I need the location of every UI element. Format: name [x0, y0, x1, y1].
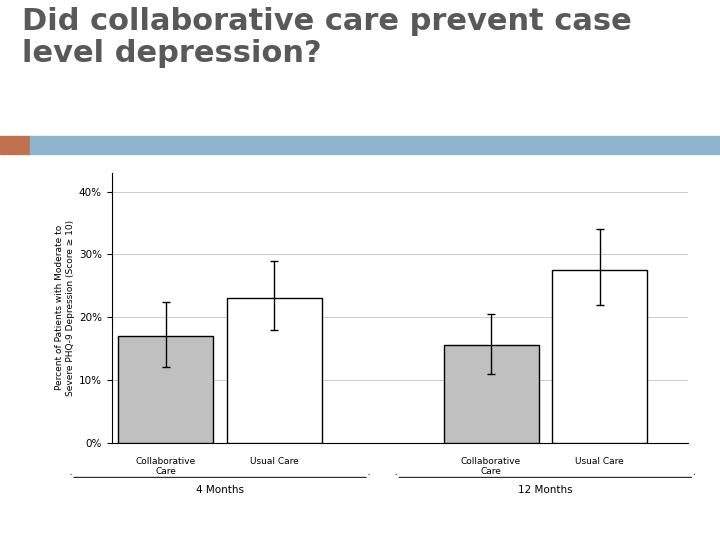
Bar [552, 270, 647, 443]
Text: Collaborative
Care: Collaborative Care [461, 457, 521, 476]
Y-axis label: Percent of Patients with Moderate to
Severe PHQ-9 Depression (Score ≥ 10): Percent of Patients with Moderate to Sev… [55, 220, 75, 396]
Text: Usual Care: Usual Care [575, 457, 624, 465]
Bar [227, 299, 322, 443]
Text: Collaborative
Care: Collaborative Care [135, 457, 196, 476]
Text: Did collaborative care prevent case
level depression?: Did collaborative care prevent case leve… [22, 6, 631, 68]
Text: 4 Months: 4 Months [196, 485, 244, 495]
Text: Usual Care: Usual Care [250, 457, 299, 465]
Text: 12 Months: 12 Months [518, 485, 572, 495]
Bar [444, 346, 539, 443]
Bar [118, 336, 213, 443]
Bar [0, 136, 30, 154]
